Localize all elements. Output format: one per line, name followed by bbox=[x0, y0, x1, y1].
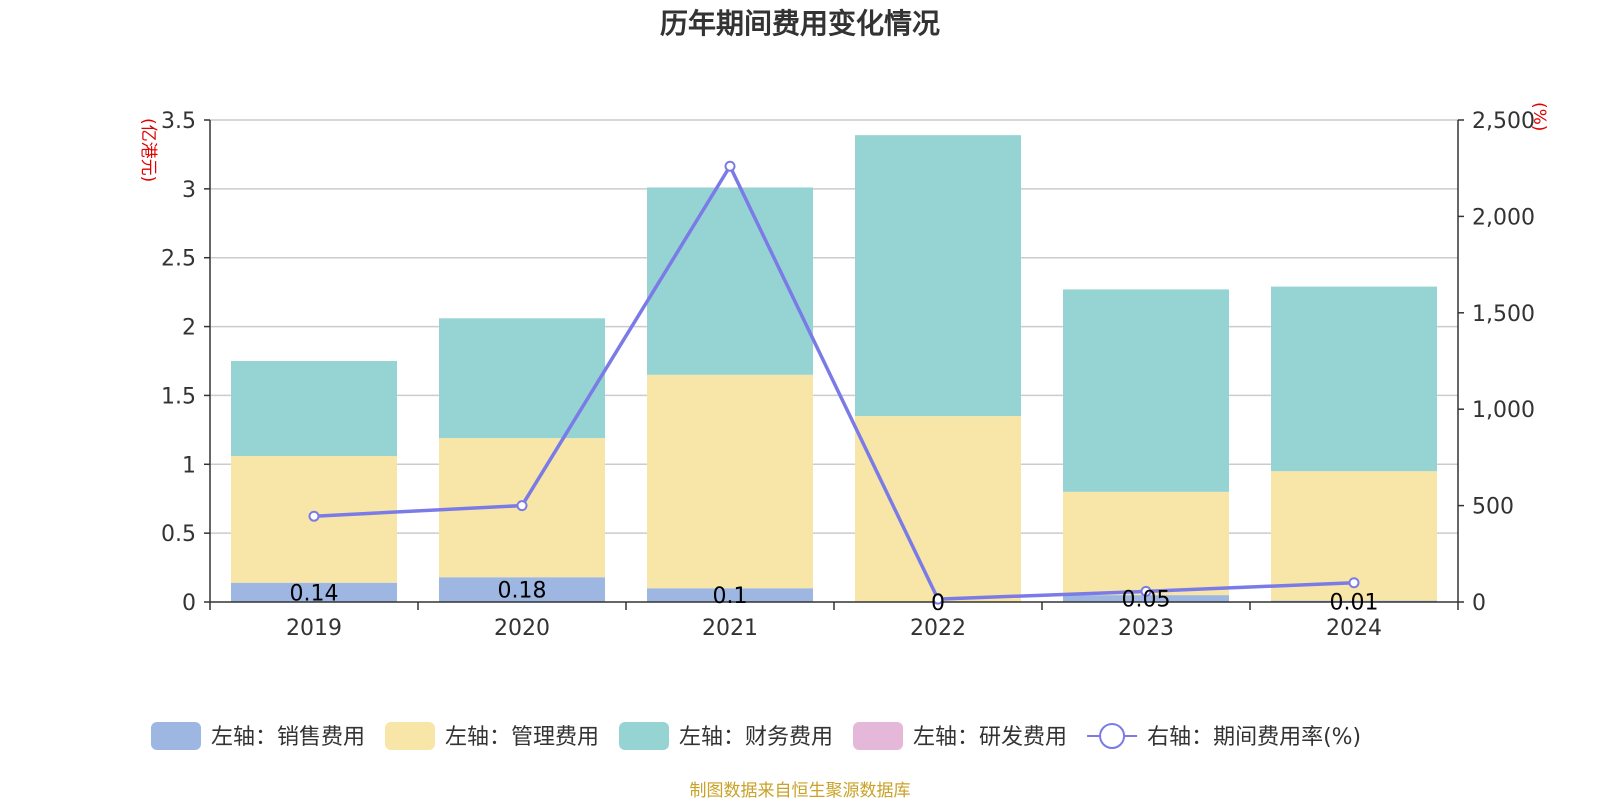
legend-label: 右轴：期间费用率(%) bbox=[1147, 725, 1361, 750]
bar bbox=[439, 318, 605, 439]
bar-value-labels: 0.14 0.18 0.1 0 0.05 0.01 bbox=[290, 579, 1379, 616]
bar-value-label: 0.18 bbox=[498, 579, 547, 604]
bar bbox=[439, 577, 605, 602]
rate-line bbox=[313, 164, 1355, 601]
left-axis-tick-label: 0 bbox=[182, 591, 196, 616]
axes: 0 0.5 1 1.5 2 2.5 3 3.5 0 500 1,000 1,500 2,000 2,500… bbox=[161, 109, 1535, 641]
gridlines bbox=[210, 119, 1458, 534]
legend-swatch bbox=[151, 722, 201, 750]
rate-line-series bbox=[308, 160, 1360, 605]
bar-value-label: 0.1 bbox=[713, 584, 748, 609]
source-note: 制图数据来自恒生聚源数据库 bbox=[690, 781, 911, 800]
right-axis-tick-label: 500 bbox=[1472, 495, 1514, 520]
bar-value-label: 0.01 bbox=[1330, 590, 1379, 615]
legend-swatch bbox=[853, 722, 904, 750]
left-axis-tick-label: 2.5 bbox=[161, 247, 196, 272]
left-axis-tick-label: 1.5 bbox=[161, 384, 196, 409]
x-axis-tick-label: 2022 bbox=[910, 616, 966, 641]
legend-label: 左轴：财务费用 bbox=[679, 725, 833, 750]
x-axis-tick-label: 2020 bbox=[494, 616, 550, 641]
bar bbox=[231, 361, 397, 457]
right-axis-tick-label: 2,500 bbox=[1472, 109, 1535, 134]
legend: 左轴：销售费用 左轴：管理费用 左轴：财务费用 左轴：研发费用 右轴：期间费用率(%) bbox=[151, 722, 1361, 750]
x-axis-tick-label: 2021 bbox=[702, 616, 758, 641]
right-axis-tick-label: 1,500 bbox=[1472, 302, 1535, 327]
rate-point bbox=[1348, 577, 1360, 589]
left-axis-tick-label: 3 bbox=[182, 178, 196, 203]
bar bbox=[1063, 491, 1229, 596]
bar bbox=[647, 588, 813, 602]
right-axis-tick-label: 2,000 bbox=[1472, 205, 1535, 230]
chart-title: 历年期间费用变化情况 bbox=[660, 7, 940, 40]
legend-label: 左轴：销售费用 bbox=[211, 725, 365, 750]
bar-value-label: 0.05 bbox=[1122, 588, 1171, 613]
rate-point bbox=[308, 510, 320, 522]
legend-label: 左轴：研发费用 bbox=[913, 725, 1067, 750]
bar-value-label: 0.14 bbox=[290, 581, 339, 606]
legend-swatch bbox=[619, 722, 670, 750]
left-axis-tick-label: 0.5 bbox=[161, 522, 196, 547]
right-axis-unit: (%) bbox=[1529, 102, 1549, 131]
rate-point bbox=[932, 593, 944, 605]
bar bbox=[1271, 286, 1437, 472]
left-axis-tick-label: 3.5 bbox=[161, 109, 196, 134]
legend-swatch bbox=[385, 722, 436, 750]
x-axis-tick-label: 2024 bbox=[1326, 616, 1382, 641]
bar bbox=[1063, 289, 1229, 492]
right-axis-tick-label: 1,000 bbox=[1472, 398, 1535, 423]
legend-label: 左轴：管理费用 bbox=[445, 725, 599, 750]
rate-point bbox=[724, 160, 736, 172]
x-axis-tick-label: 2019 bbox=[286, 616, 342, 641]
rate-point bbox=[516, 500, 528, 512]
right-axis-tick-label: 0 bbox=[1472, 591, 1486, 616]
bar bbox=[855, 416, 1021, 602]
left-axis-unit: (亿港元) bbox=[138, 118, 158, 182]
bar bbox=[647, 374, 813, 589]
bar-series bbox=[231, 135, 1437, 602]
bar bbox=[855, 135, 1021, 417]
x-axis-tick-label: 2023 bbox=[1118, 616, 1174, 641]
bar bbox=[647, 187, 813, 375]
bar bbox=[1063, 595, 1229, 602]
bar bbox=[231, 582, 397, 602]
rate-point bbox=[1140, 585, 1152, 597]
left-axis-tick-label: 1 bbox=[182, 453, 196, 478]
left-axis-tick-label: 2 bbox=[182, 316, 196, 341]
legend-swatch-marker bbox=[1099, 723, 1126, 749]
bar-value-label: 0 bbox=[931, 591, 945, 616]
